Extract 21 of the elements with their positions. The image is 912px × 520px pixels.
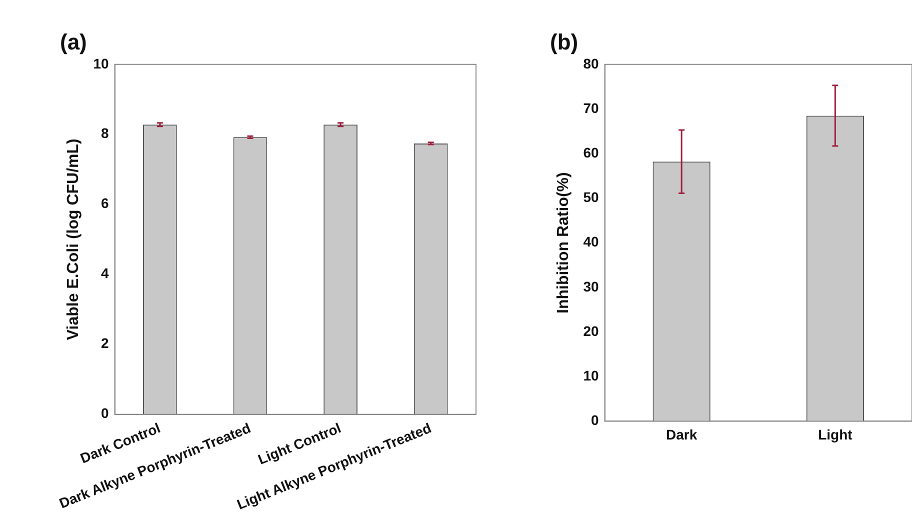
y-axis-title: Viable E.Coli (log CFU/mL) (65, 138, 82, 340)
y-tick-label: 4 (100, 265, 109, 282)
y-tick-label: 10 (93, 55, 109, 72)
y-tick-label: 30 (583, 278, 599, 294)
y-tick-label: 6 (100, 195, 109, 212)
y-tick-label: 40 (583, 234, 599, 250)
y-tick-label: 50 (583, 189, 599, 206)
y-tick-label: 2 (100, 335, 109, 352)
y-tick-label: 0 (590, 412, 599, 428)
x-tick-label: Dark (666, 426, 698, 442)
y-axis-title: Inhibition Ratio(%) (555, 172, 572, 314)
y-tick-label: 20 (583, 322, 599, 339)
y-tick-label: 10 (583, 367, 599, 384)
x-tick-label: Light (818, 426, 853, 442)
y-tick-label: 0 (100, 405, 109, 422)
chart-title: (b) (550, 29, 578, 54)
y-tick-label: 60 (583, 144, 599, 160)
y-tick-label: 70 (583, 100, 599, 116)
chart-title: (a) (60, 29, 87, 54)
y-tick-label: 80 (583, 55, 599, 72)
y-tick-label: 8 (100, 125, 109, 142)
